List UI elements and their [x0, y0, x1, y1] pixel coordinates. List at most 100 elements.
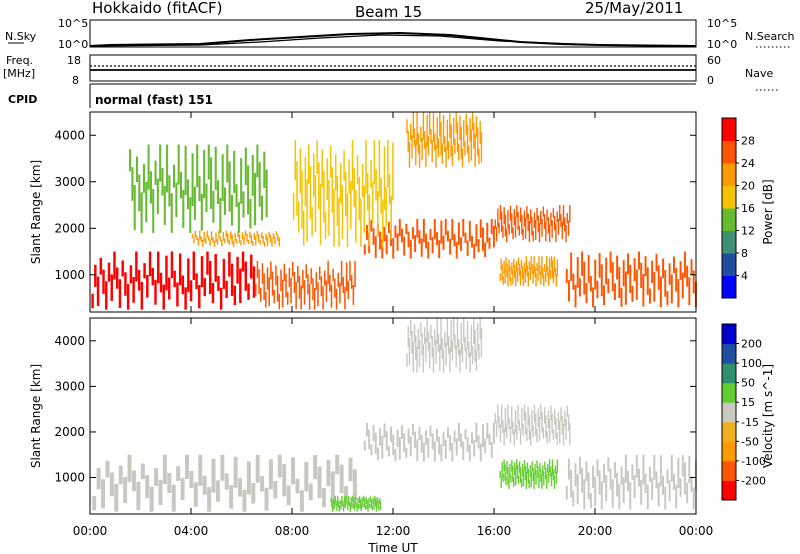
power-cell	[255, 236, 257, 246]
power-cell	[225, 230, 228, 238]
power-cell	[318, 162, 320, 210]
power-cell	[375, 169, 377, 201]
velocity-cell	[478, 343, 480, 360]
velocity-cell	[494, 413, 497, 424]
velocity-cell	[543, 471, 545, 486]
velocity-cell	[549, 466, 552, 477]
colorbar-segment	[722, 343, 736, 364]
power-cell	[195, 273, 198, 290]
velocity-cell	[683, 462, 686, 495]
power-cell	[569, 205, 571, 223]
velocity-cell	[344, 486, 349, 503]
x-tick-label: 08:00	[275, 524, 310, 538]
power-cell	[200, 194, 203, 231]
power-cell	[344, 286, 346, 310]
velocity-cell	[646, 484, 649, 510]
velocity-cell	[502, 419, 504, 434]
power-cell	[271, 238, 273, 247]
power-cell	[428, 112, 431, 135]
velocity-cell	[542, 427, 545, 439]
velocity-cell	[357, 497, 359, 507]
velocity-cell	[480, 327, 483, 358]
colorbar-segment	[722, 363, 736, 384]
velocity-cell	[374, 495, 376, 501]
power-cell	[228, 161, 231, 212]
power-cell	[298, 275, 301, 299]
velocity-cell	[255, 454, 260, 483]
power-cell	[209, 239, 211, 246]
power-cell	[199, 230, 201, 240]
power-cell	[540, 210, 542, 225]
power-cell	[365, 139, 367, 194]
velocity-cell	[453, 430, 456, 443]
x-tick-label: 00:00	[679, 524, 714, 538]
velocity-cell	[376, 447, 379, 460]
power-region	[499, 256, 559, 287]
power-cell	[214, 146, 217, 191]
power-cell	[475, 224, 478, 247]
power-cell	[292, 192, 295, 220]
power-cell	[548, 224, 551, 243]
velocity-cell	[690, 476, 693, 492]
power-cell	[420, 126, 422, 142]
power-cell	[203, 278, 206, 297]
power-cell	[518, 263, 521, 276]
velocity-cell	[520, 478, 523, 488]
power-cell	[509, 265, 511, 281]
power-cell	[433, 218, 436, 239]
velocity-cell	[459, 349, 461, 373]
velocity-cell	[561, 415, 563, 435]
power-cell	[585, 282, 588, 304]
velocity-cell	[427, 438, 430, 458]
velocity-y-axis-label: Slant Range [km]	[29, 364, 43, 468]
power-cell	[292, 262, 294, 277]
power-cell	[379, 231, 382, 250]
power-cell	[688, 277, 691, 306]
velocity-cell	[648, 466, 651, 482]
velocity-cell	[688, 455, 691, 484]
velocity-cell	[440, 444, 443, 462]
power-cell	[543, 274, 545, 287]
power-region	[191, 230, 281, 247]
velocity-cell	[409, 436, 412, 457]
nsearch-tick-low: 10^0	[707, 38, 737, 51]
power-cell	[310, 268, 313, 285]
power-cell	[394, 225, 397, 238]
power-cell	[457, 222, 460, 245]
velocity-cell	[109, 472, 114, 497]
power-cell	[250, 254, 253, 279]
power-cell	[230, 194, 233, 226]
power-cell	[197, 238, 200, 246]
power-cell	[521, 266, 524, 280]
velocity-cell	[513, 430, 515, 446]
velocity-cell	[334, 495, 336, 504]
power-cell	[355, 189, 357, 243]
power-cell	[431, 236, 434, 254]
power-cell	[551, 260, 554, 279]
power-cell	[430, 129, 432, 144]
colorbar-segment	[722, 421, 736, 442]
power-cell	[527, 271, 530, 287]
power-cell	[334, 278, 336, 298]
power-cell	[406, 119, 408, 134]
power-cell	[361, 164, 364, 198]
velocity-cell	[560, 407, 562, 422]
velocity-cell	[435, 340, 437, 364]
power-cell	[226, 144, 229, 183]
power-cell	[560, 214, 562, 227]
velocity-cell	[477, 435, 480, 449]
velocity-cell	[468, 341, 470, 358]
velocity-cell	[531, 461, 533, 472]
velocity-region	[363, 422, 495, 462]
velocity-panel: 1000 2000 3000 4000 Slant Range [km] -200 -1…	[29, 317, 775, 515]
power-cell	[372, 228, 375, 245]
power-cell	[553, 256, 556, 272]
velocity-cell	[371, 505, 373, 511]
velocity-cell	[193, 482, 198, 507]
velocity-cell	[644, 473, 647, 494]
power-cell	[494, 219, 497, 229]
power-cell	[501, 264, 503, 280]
power-cell	[363, 244, 366, 255]
power-cell	[118, 279, 122, 309]
power-cell	[254, 172, 257, 226]
